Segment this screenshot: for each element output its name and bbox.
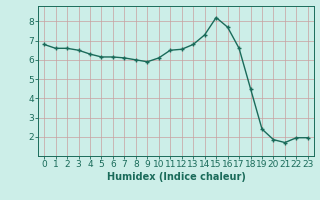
X-axis label: Humidex (Indice chaleur): Humidex (Indice chaleur) (107, 172, 245, 182)
